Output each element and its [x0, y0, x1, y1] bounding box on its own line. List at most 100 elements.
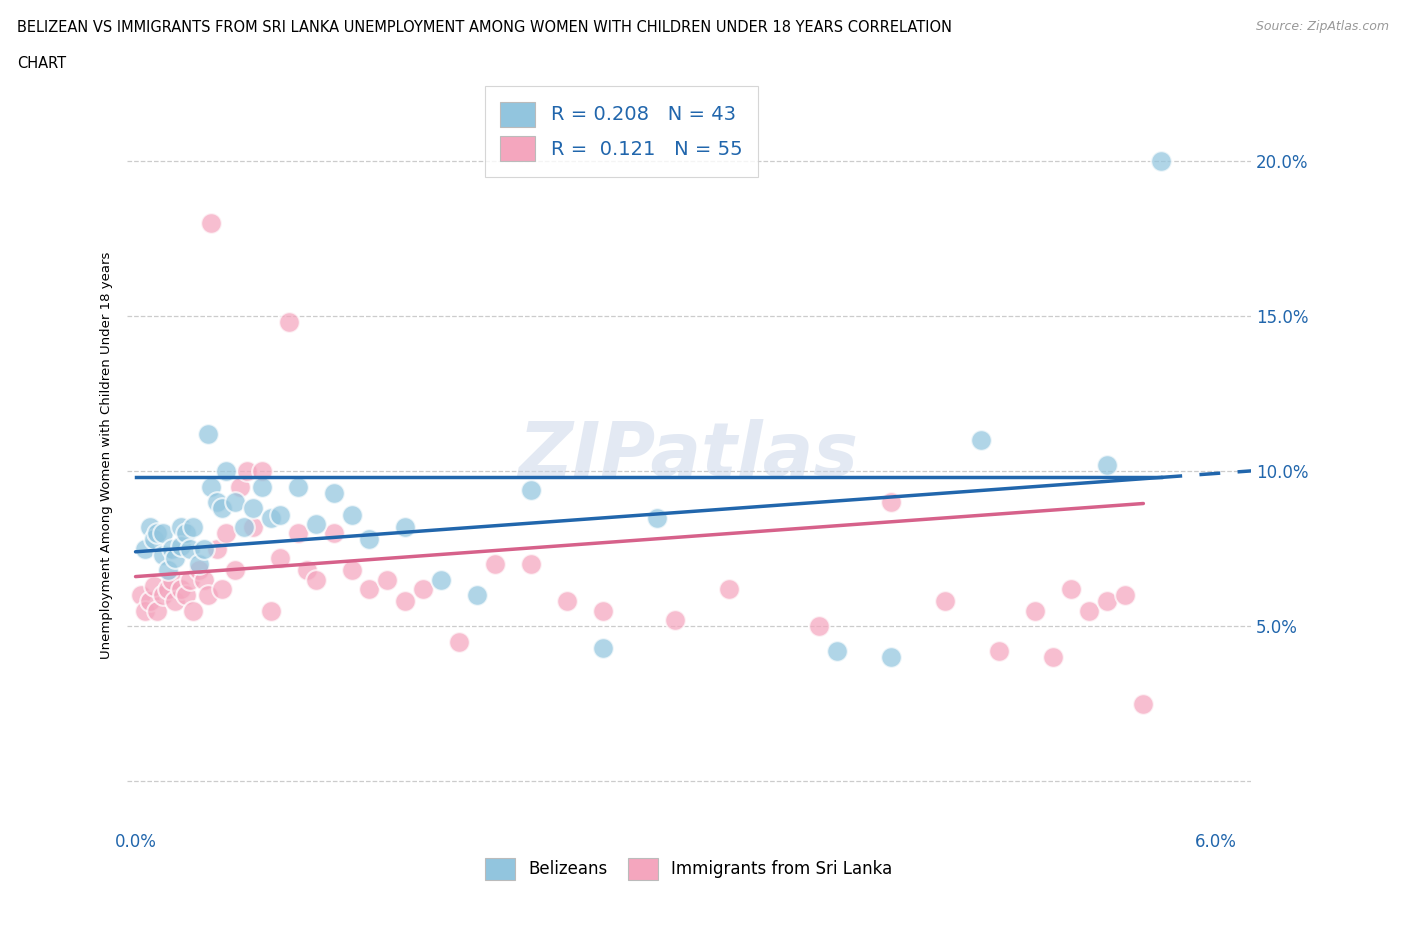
- Point: [250, 479, 273, 494]
- Point: [134, 604, 156, 618]
- Point: [181, 520, 204, 535]
- Point: [224, 495, 246, 510]
- Point: [557, 594, 579, 609]
- Point: [165, 551, 187, 565]
- Point: [394, 520, 416, 535]
- Point: [224, 563, 246, 578]
- Point: [647, 511, 669, 525]
- Point: [152, 525, 174, 540]
- Point: [214, 464, 236, 479]
- Point: [214, 525, 236, 540]
- Point: [718, 581, 741, 596]
- Point: [139, 520, 162, 535]
- Point: [205, 495, 228, 510]
- Point: [287, 525, 309, 540]
- Point: [187, 557, 209, 572]
- Point: [269, 507, 291, 522]
- Point: [197, 588, 219, 603]
- Point: [520, 483, 543, 498]
- Point: [179, 572, 201, 587]
- Point: [520, 557, 543, 572]
- Point: [269, 551, 291, 565]
- Point: [295, 563, 318, 578]
- Point: [484, 557, 506, 572]
- Point: [1114, 588, 1136, 603]
- Point: [236, 464, 259, 479]
- Point: [200, 479, 222, 494]
- Point: [322, 485, 344, 500]
- Point: [304, 516, 326, 531]
- Point: [1042, 650, 1064, 665]
- Point: [146, 525, 169, 540]
- Point: [259, 511, 281, 525]
- Text: Source: ZipAtlas.com: Source: ZipAtlas.com: [1256, 20, 1389, 33]
- Point: [259, 604, 281, 618]
- Point: [193, 541, 215, 556]
- Point: [277, 315, 299, 330]
- Point: [169, 520, 191, 535]
- Point: [232, 520, 254, 535]
- Point: [200, 216, 222, 231]
- Point: [187, 563, 209, 578]
- Point: [146, 604, 169, 618]
- Text: BELIZEAN VS IMMIGRANTS FROM SRI LANKA UNEMPLOYMENT AMONG WOMEN WITH CHILDREN UND: BELIZEAN VS IMMIGRANTS FROM SRI LANKA UN…: [17, 20, 952, 35]
- Point: [970, 432, 993, 447]
- Point: [139, 594, 162, 609]
- Point: [1060, 581, 1083, 596]
- Point: [412, 581, 434, 596]
- Point: [169, 581, 191, 596]
- Point: [340, 507, 363, 522]
- Point: [1132, 697, 1154, 711]
- Point: [377, 572, 399, 587]
- Point: [174, 588, 197, 603]
- Point: [250, 464, 273, 479]
- Point: [1078, 604, 1101, 618]
- Point: [174, 525, 197, 540]
- Point: [1150, 153, 1173, 168]
- Point: [211, 501, 233, 516]
- Point: [229, 479, 252, 494]
- Point: [197, 427, 219, 442]
- Point: [880, 650, 903, 665]
- Point: [359, 532, 381, 547]
- Point: [664, 613, 686, 628]
- Point: [304, 572, 326, 587]
- Point: [152, 548, 174, 563]
- Point: [394, 594, 416, 609]
- Point: [129, 588, 152, 603]
- Point: [467, 588, 489, 603]
- Text: CHART: CHART: [17, 56, 66, 71]
- Point: [1024, 604, 1046, 618]
- Point: [934, 594, 956, 609]
- Point: [160, 572, 183, 587]
- Point: [211, 581, 233, 596]
- Point: [430, 572, 453, 587]
- Point: [165, 594, 187, 609]
- Point: [242, 501, 264, 516]
- Point: [193, 572, 215, 587]
- Point: [152, 588, 174, 603]
- Point: [592, 641, 614, 656]
- Point: [827, 644, 849, 658]
- Text: ZIPatlas: ZIPatlas: [519, 419, 859, 492]
- Point: [359, 581, 381, 596]
- Point: [205, 541, 228, 556]
- Point: [1097, 458, 1119, 472]
- Point: [134, 541, 156, 556]
- Point: [287, 479, 309, 494]
- Point: [592, 604, 614, 618]
- Point: [142, 532, 165, 547]
- Y-axis label: Unemployment Among Women with Children Under 18 years: Unemployment Among Women with Children U…: [100, 252, 112, 659]
- Point: [880, 495, 903, 510]
- Point: [181, 604, 204, 618]
- Point: [156, 563, 179, 578]
- Point: [988, 644, 1011, 658]
- Point: [169, 538, 191, 553]
- Point: [156, 581, 179, 596]
- Point: [1097, 594, 1119, 609]
- Point: [449, 634, 471, 649]
- Point: [808, 618, 831, 633]
- Point: [142, 578, 165, 593]
- Point: [322, 525, 344, 540]
- Legend: Belizeans, Immigrants from Sri Lanka: Belizeans, Immigrants from Sri Lanka: [478, 852, 900, 886]
